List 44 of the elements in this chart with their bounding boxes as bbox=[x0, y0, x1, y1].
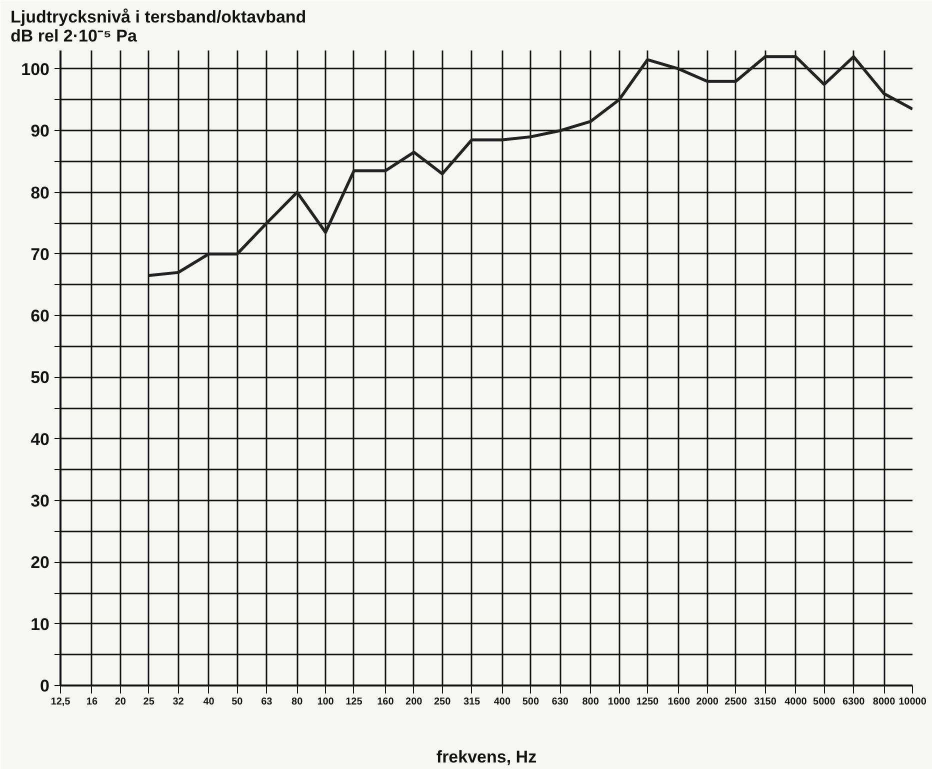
y-tick-label: 40 bbox=[30, 430, 50, 449]
x-tick-label: 125 bbox=[346, 696, 363, 708]
x-tick-label: 20 bbox=[114, 696, 126, 708]
x-tick-label: 80 bbox=[292, 696, 304, 708]
x-tick-label: 250 bbox=[434, 696, 452, 708]
x-tick-label: 40 bbox=[203, 696, 215, 708]
x-tick-label: 315 bbox=[463, 696, 481, 708]
x-tick-label: 4000 bbox=[784, 696, 808, 708]
x-tick-label: 10000 bbox=[898, 696, 927, 708]
x-tick-label: 100 bbox=[317, 696, 334, 708]
y-axis-title: Ljudtrycksnivå i tersband/oktavband dB rel 2·10⁻⁵ Pa bbox=[10, 8, 306, 46]
y-tick-label: 30 bbox=[30, 492, 50, 511]
x-tick-label: 25 bbox=[143, 696, 155, 708]
x-tick-label: 1000 bbox=[608, 696, 631, 708]
x-tick-label: 6300 bbox=[842, 696, 866, 708]
x-tick-label: 50 bbox=[232, 696, 244, 708]
x-tick-label: 200 bbox=[406, 696, 423, 708]
x-axis-title: frekvens, Hz bbox=[436, 748, 537, 766]
y-tick-label: 10 bbox=[30, 614, 50, 634]
x-tick-label: 5000 bbox=[813, 696, 836, 708]
x-tick-label: 63 bbox=[261, 696, 273, 708]
y-tick-label: 50 bbox=[30, 368, 50, 388]
x-tick-label: 2500 bbox=[724, 696, 748, 708]
x-tick-label: 2000 bbox=[696, 696, 719, 708]
y-tick-label: 80 bbox=[30, 183, 50, 202]
x-tick-label: 500 bbox=[522, 696, 540, 708]
x-tick-label: 8000 bbox=[872, 696, 896, 708]
x-tick-label: 400 bbox=[494, 696, 512, 708]
x-tick-label: 160 bbox=[377, 696, 394, 708]
x-tick-label: 16 bbox=[86, 696, 98, 708]
line-series bbox=[147, 55, 912, 278]
x-tick-label: 3150 bbox=[754, 696, 777, 708]
y-tick-label: 90 bbox=[30, 122, 50, 141]
y-tick-label: 60 bbox=[30, 306, 50, 326]
y-tick-label: 70 bbox=[30, 244, 50, 264]
x-tick-label: 1600 bbox=[668, 696, 690, 708]
y-tick-label: 20 bbox=[30, 553, 50, 572]
x-tick-label: 800 bbox=[582, 696, 600, 708]
x-tick-label: 1250 bbox=[636, 696, 660, 708]
y-tick-label: 0 bbox=[40, 676, 50, 696]
x-tick-label: 12,5 bbox=[50, 696, 71, 708]
x-tick-label: 630 bbox=[552, 696, 569, 708]
x-tick-label: 32 bbox=[172, 696, 184, 708]
y-tick-label: 100 bbox=[21, 60, 50, 79]
